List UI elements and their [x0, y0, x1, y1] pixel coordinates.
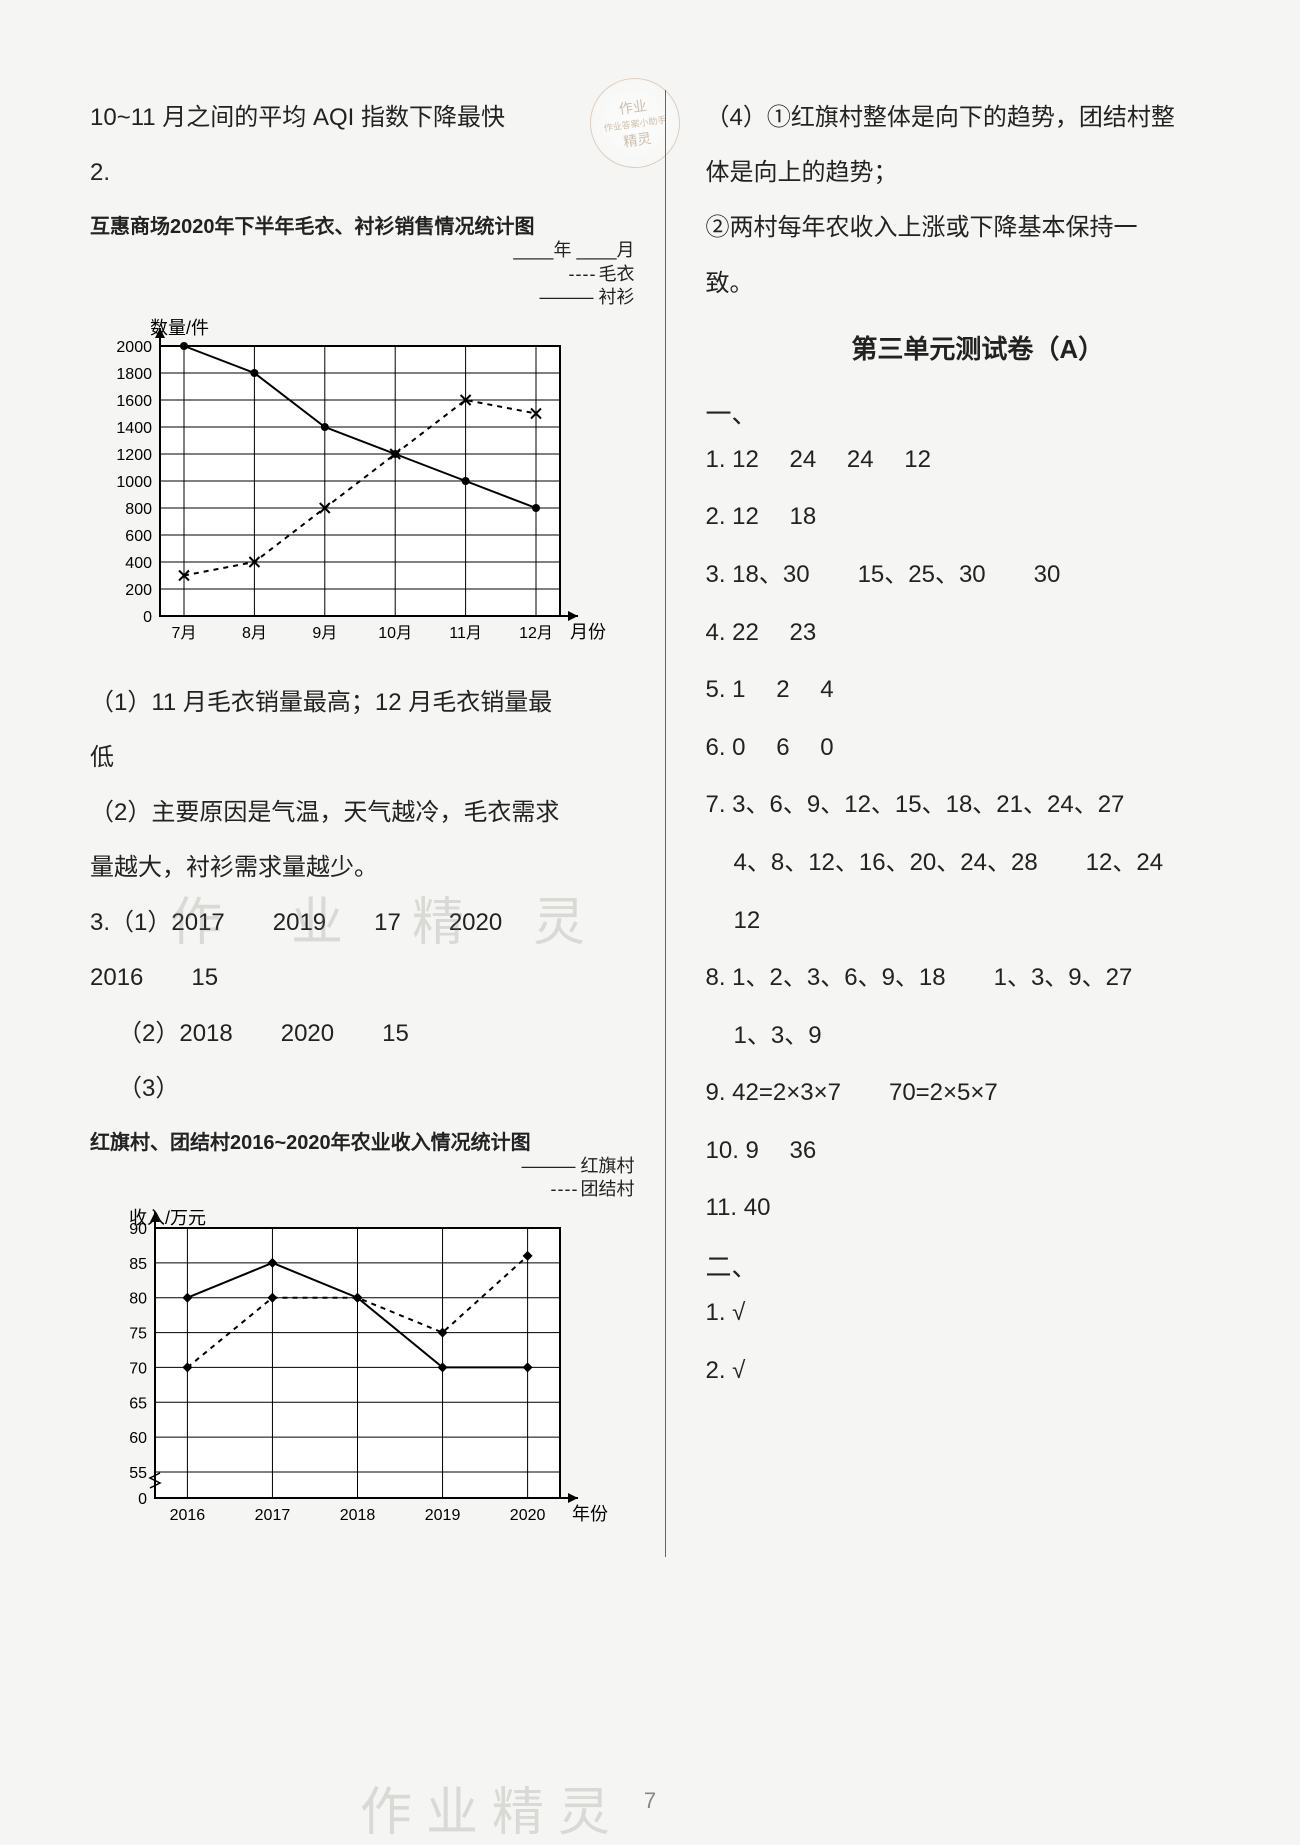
text-line: 2016 15: [90, 950, 635, 1005]
answer-line: 4. 22 23: [706, 604, 1251, 662]
svg-text:400: 400: [125, 555, 152, 572]
left-column: 10~11 月之间的平均 AQI 指数下降最快 2. 互惠商场2020年下半年毛…: [90, 90, 666, 1557]
svg-text:收入/万元: 收入/万元: [129, 1208, 206, 1228]
text-line: （1）11 月毛衣销量最高；12 月毛衣销量最: [90, 675, 635, 730]
svg-text:2019: 2019: [425, 1507, 461, 1524]
legend-month: 月: [617, 240, 635, 260]
svg-text:0: 0: [138, 1491, 147, 1508]
svg-text:12月: 12月: [519, 625, 553, 642]
chart1-legend-date: ____年 ____月: [90, 239, 635, 262]
unit-title: 第三单元测试卷（A）: [706, 329, 1251, 366]
answer-line: 9. 42=2×3×7 70=2×5×7: [706, 1064, 1251, 1122]
svg-text:0: 0: [143, 609, 152, 626]
svg-text:2018: 2018: [340, 1507, 376, 1524]
page-number: 7: [0, 1788, 1300, 1814]
text-line: （2）主要原因是气温，天气越冷，毛衣需求: [90, 785, 635, 840]
answer-line: 1、3、9: [706, 1007, 1251, 1065]
chart1-svg: 0 200 400 600 800 1000 1200 1400 1600 1800 2000 7月 8…: [90, 316, 610, 656]
svg-text:80: 80: [129, 1291, 147, 1308]
section-label: 二、: [706, 1247, 1251, 1284]
text-line: （4）①红旗村整体是向下的趋势，团结村整: [706, 90, 1251, 145]
svg-text:800: 800: [125, 501, 152, 518]
svg-text:1600: 1600: [116, 393, 152, 410]
svg-text:55: 55: [129, 1465, 147, 1482]
text-line: ②两村每年农收入上涨或下降基本保持一: [706, 200, 1251, 255]
legend-hongqi: 红旗村: [581, 1156, 635, 1176]
legend-chenshan: 衬衫: [599, 287, 635, 307]
svg-text:200: 200: [125, 582, 152, 599]
svg-text:75: 75: [129, 1325, 147, 1342]
svg-text:2020: 2020: [510, 1507, 546, 1524]
text-line: 2.: [90, 145, 635, 200]
svg-text:11月: 11月: [449, 625, 482, 642]
answer-line: 12: [706, 892, 1251, 950]
svg-text:65: 65: [129, 1395, 147, 1412]
svg-text:85: 85: [129, 1256, 147, 1273]
chart2-legend: ——— 红旗村 - - - - 团结村: [90, 1155, 635, 1202]
answer-line: 6. 0 6 0: [706, 719, 1251, 777]
answer-line: 5. 1 2 4: [706, 661, 1251, 719]
text-line: 低: [90, 730, 635, 785]
svg-text:2000: 2000: [116, 339, 152, 356]
section-label: 一、: [706, 394, 1251, 431]
svg-text:2017: 2017: [255, 1507, 291, 1524]
chart1: 0 200 400 600 800 1000 1200 1400 1600 1800 2000 7月 8…: [90, 316, 635, 661]
svg-text:1200: 1200: [116, 447, 152, 464]
chart2-svg: 0556065707580859020162017201820192020收入/…: [90, 1208, 610, 1538]
answer-line: 1. 12 24 24 12: [706, 431, 1251, 489]
svg-text:1400: 1400: [116, 420, 152, 437]
svg-text:1800: 1800: [116, 366, 152, 383]
svg-text:8月: 8月: [242, 625, 267, 642]
answer-line: 10. 9 36: [706, 1122, 1251, 1180]
right-column: （4）①红旗村整体是向下的趋势，团结村整 体是向上的趋势； ②两村每年农收入上涨…: [696, 90, 1251, 1557]
svg-text:月份: 月份: [570, 622, 606, 642]
legend-maoyi: 毛衣: [599, 264, 635, 284]
svg-text:9月: 9月: [312, 625, 337, 642]
text-line: 体是向上的趋势；: [706, 145, 1251, 200]
text-line: （2）2018 2020 15: [90, 1006, 635, 1061]
svg-text:70: 70: [129, 1360, 147, 1377]
text-line: （3）: [90, 1061, 635, 1116]
svg-text:10月: 10月: [378, 625, 412, 642]
chart2-title: 红旗村、团结村2016~2020年农业收入情况统计图: [90, 1126, 635, 1155]
svg-text:60: 60: [129, 1430, 147, 1447]
chart1-legend: - - - - 毛衣 ——— 衬衫: [90, 263, 635, 310]
svg-text:2016: 2016: [170, 1507, 206, 1524]
text-line: 10~11 月之间的平均 AQI 指数下降最快: [90, 90, 635, 145]
answer-line: 7. 3、6、9、12、15、18、21、24、27: [706, 776, 1251, 834]
svg-text:600: 600: [125, 528, 152, 545]
svg-text:7月: 7月: [172, 625, 197, 642]
answer-line: 11. 40: [706, 1179, 1251, 1237]
svg-text:年份: 年份: [572, 1504, 608, 1524]
answer-line: 1. √: [706, 1284, 1251, 1342]
answer-line: 2. √: [706, 1342, 1251, 1400]
answer-line: 8. 1、2、3、6、9、18 1、3、9、27: [706, 949, 1251, 1007]
answer-line: 4、8、12、16、20、24、28 12、24: [706, 834, 1251, 892]
answer-line: 2. 12 18: [706, 488, 1251, 546]
legend-tuanjie: 团结村: [581, 1179, 635, 1199]
svg-text:1000: 1000: [116, 474, 152, 491]
text-line: 量越大，衬衫需求量越少。: [90, 840, 635, 895]
chart2: 0556065707580859020162017201820192020收入/…: [90, 1208, 635, 1543]
page: 10~11 月之间的平均 AQI 指数下降最快 2. 互惠商场2020年下半年毛…: [0, 0, 1300, 1597]
text-line: 3.（1）2017 2019 17 2020: [90, 895, 635, 950]
answer-line: 3. 18、30 15、25、30 30: [706, 546, 1251, 604]
legend-year: 年: [553, 240, 571, 260]
text-line: 致。: [706, 256, 1251, 311]
chart1-title: 互惠商场2020年下半年毛衣、衬衫销售情况统计图: [90, 210, 635, 239]
